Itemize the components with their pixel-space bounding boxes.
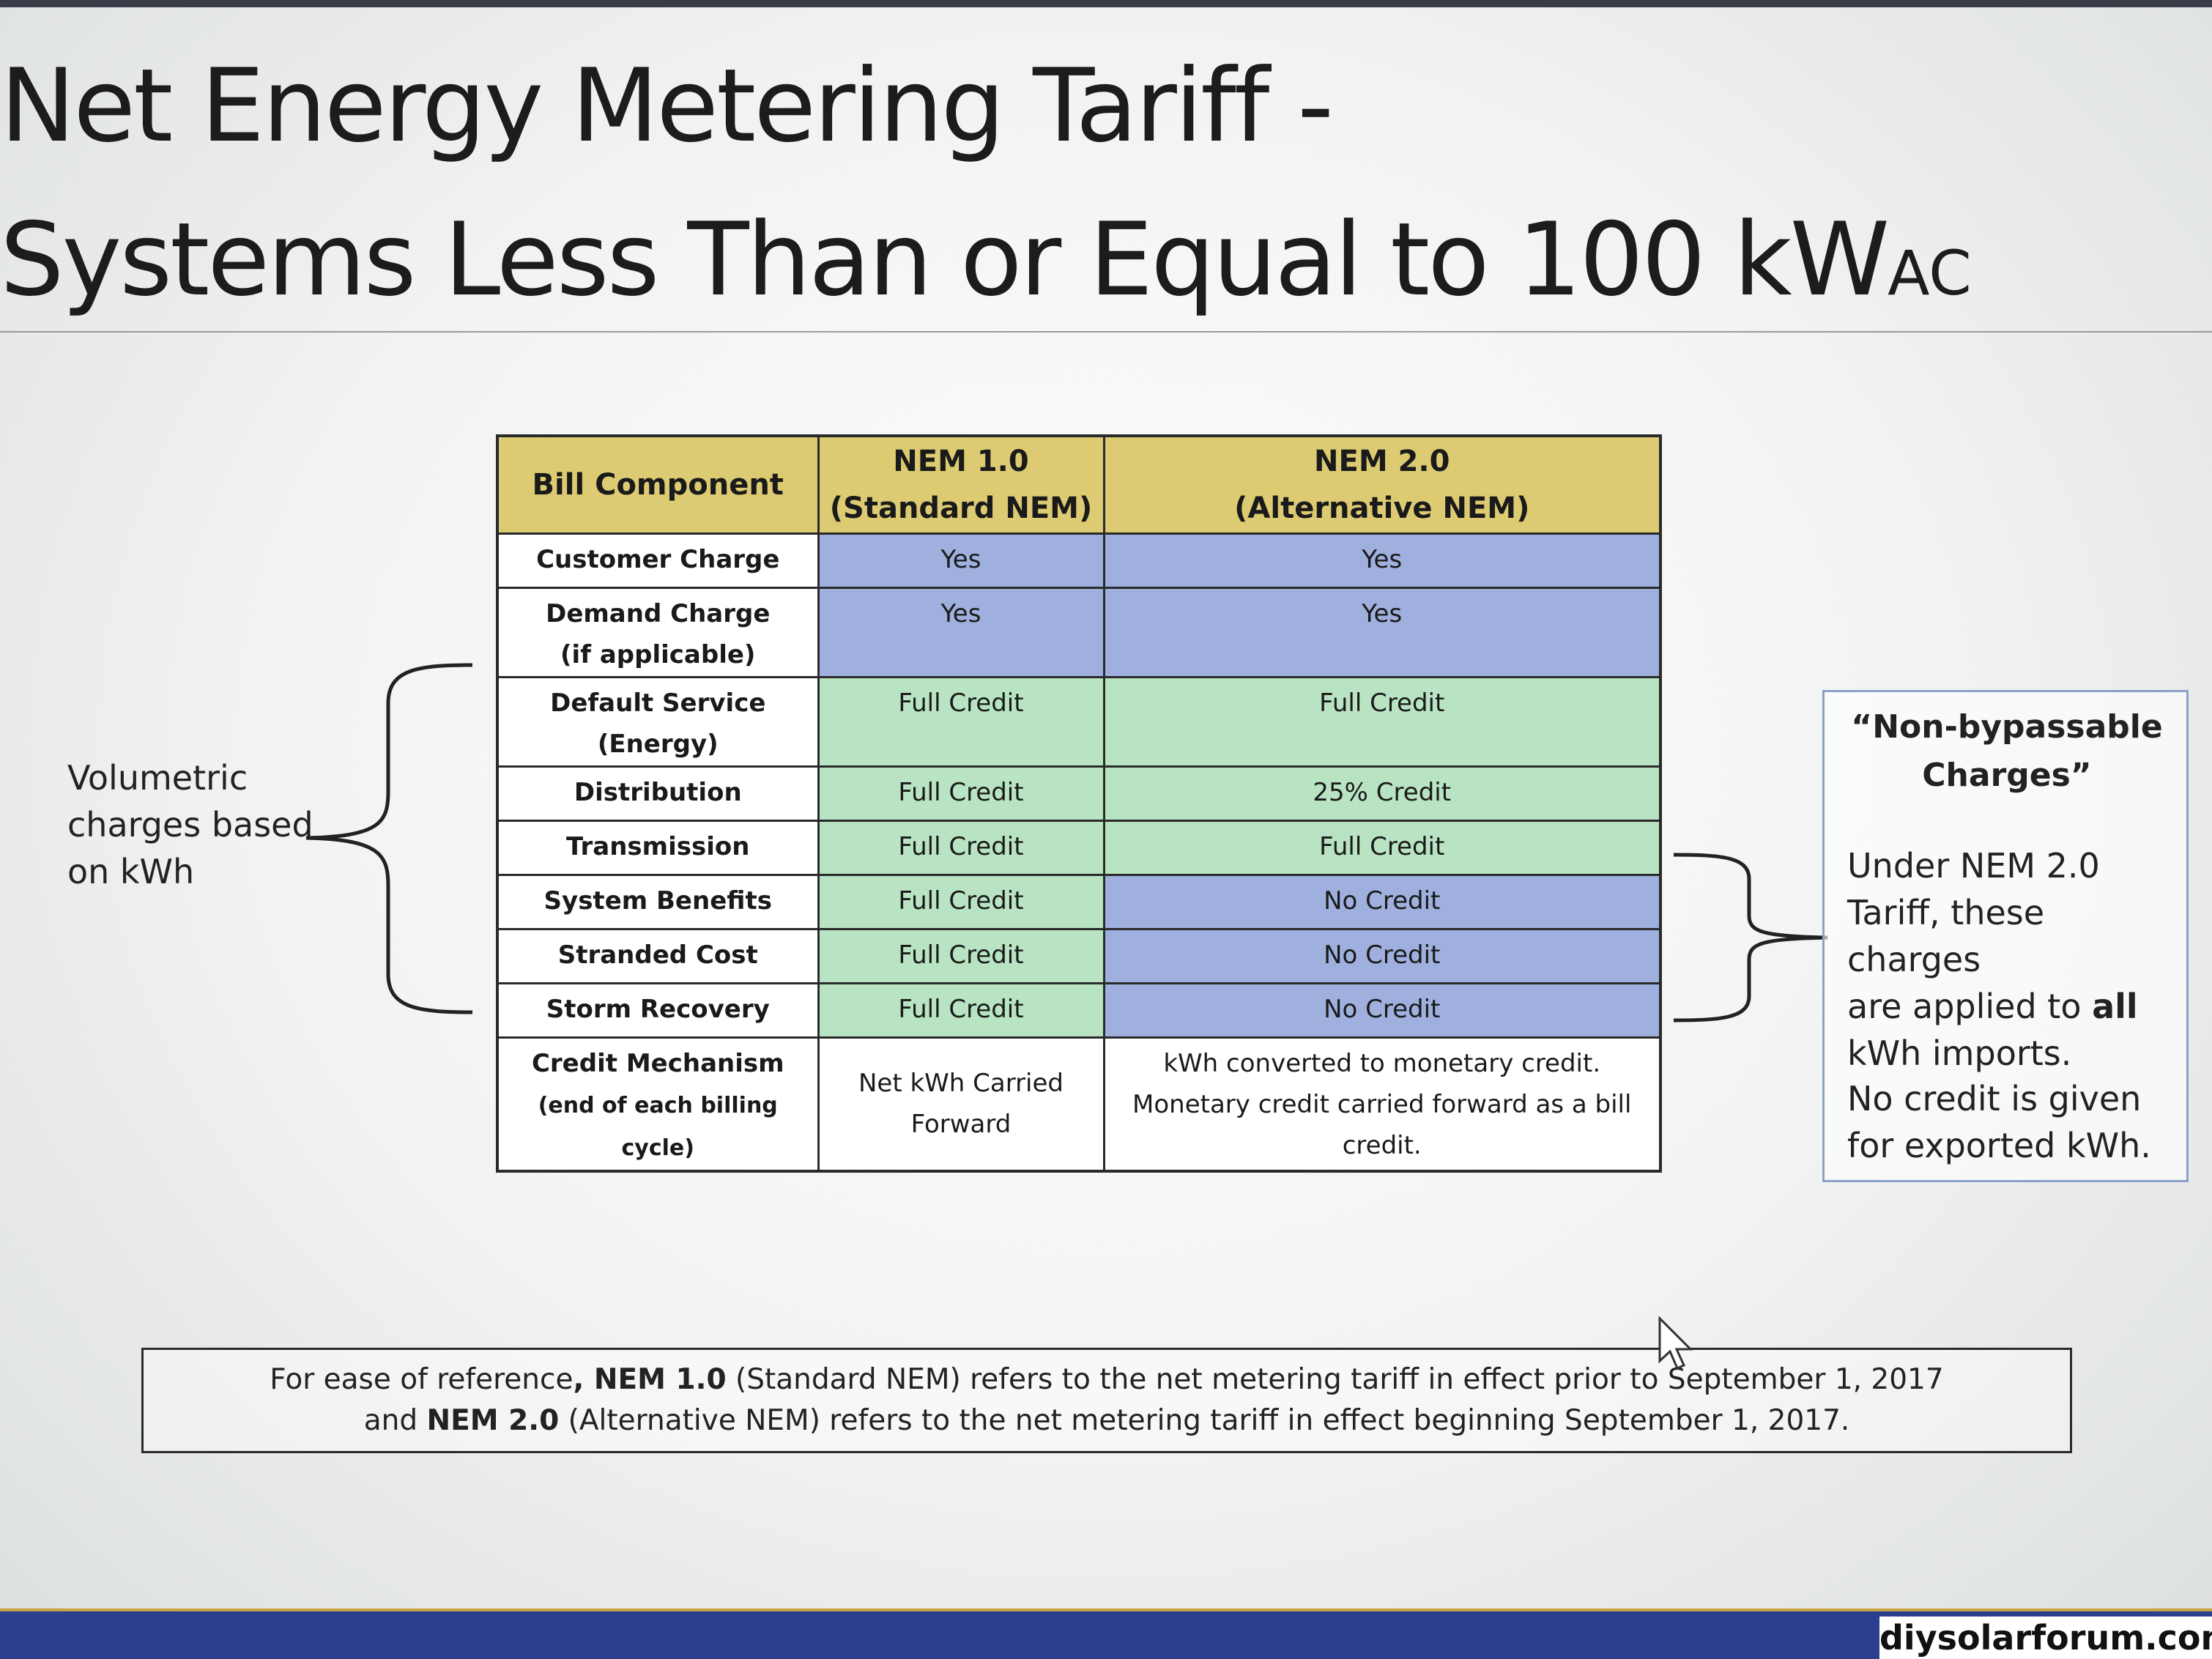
row-nem2-value: No Credit	[1102, 928, 1662, 984]
row-component: Customer Charge	[496, 532, 820, 589]
explanation-line-2: Tariff, these charges	[1847, 893, 2045, 979]
row-nem2-value: No Credit	[1102, 982, 1662, 1039]
table-row: Demand Charge (if applicable) Yes Yes	[496, 587, 1662, 678]
row-component: Credit Mechanism (end of each billing cy…	[496, 1036, 820, 1173]
row-component-name: Default Service	[550, 689, 766, 718]
header-nem2-subtitle: (Alternative NEM)	[1234, 491, 1530, 525]
non-bypassable-explanation: Under NEM 2.0 Tariff, these charges are …	[1847, 842, 2184, 1077]
mouse-pointer-icon	[1658, 1315, 1693, 1370]
row-nem2-value: Full Credit	[1102, 676, 1662, 768]
nem-comparison-table: Bill Component NEM 1.0 (Standard NEM) NE…	[496, 434, 1662, 1173]
credit-nem1-line-2: Forward	[910, 1110, 1012, 1139]
row-component-name: Demand Charge	[546, 599, 771, 628]
row-nem2-value: Full Credit	[1102, 820, 1662, 876]
table-row: Storm Recovery Full Credit No Credit	[496, 982, 1662, 1039]
footnote-nem2: NEM 2.0	[426, 1404, 560, 1437]
row-nem1-value: Full Credit	[817, 874, 1105, 930]
row-component: Stranded Cost	[496, 928, 820, 984]
footnote-nem1: , NEM 1.0	[573, 1363, 727, 1396]
table-row: System Benefits Full Credit No Credit	[496, 874, 1662, 930]
row-component: System Benefits	[496, 874, 820, 930]
row-nem2-value: 25% Credit	[1102, 765, 1662, 822]
export-line-1: No credit is given	[1847, 1079, 2142, 1118]
table-row: Customer Charge Yes Yes	[496, 532, 1662, 589]
left-curly-brace	[305, 663, 473, 1014]
title-subscript: AC	[1888, 237, 1972, 309]
row-nem1-value: Yes	[817, 532, 1105, 589]
non-bypassable-box	[1822, 690, 2189, 1182]
credit-nem2-line-3: credit.	[1342, 1131, 1422, 1160]
table-row: Distribution Full Credit 25% Credit	[496, 765, 1662, 822]
row-component-note: (if applicable)	[560, 640, 756, 669]
row-nem2-value: Yes	[1102, 532, 1662, 589]
header-nem1: NEM 1.0 (Standard NEM)	[817, 434, 1105, 535]
row-nem2-value: No Credit	[1102, 874, 1662, 930]
footnote-text: and	[363, 1404, 427, 1437]
row-component-name: Credit Mechanism	[531, 1049, 784, 1078]
volumetric-line-2: charges based	[67, 805, 313, 845]
row-component: Distribution	[496, 765, 820, 822]
header-bill-component: Bill Component	[496, 434, 820, 535]
credit-nem2-line-1: kWh converted to monetary credit.	[1163, 1049, 1601, 1078]
row-nem1-value: Full Credit	[817, 820, 1105, 876]
volumetric-line-3: on kWh	[67, 852, 195, 891]
reference-footnote-box	[141, 1348, 2072, 1453]
volumetric-charges-label: Volumetric charges based on kWh	[67, 754, 331, 895]
table-row: Transmission Full Credit Full Credit	[496, 820, 1662, 876]
export-line-2: for exported kWh.	[1847, 1126, 2151, 1165]
non-bypassable-heading: “Non-bypassable Charges”	[1838, 703, 2175, 800]
right-curly-brace	[1673, 853, 1828, 1023]
row-nem1-value: Full Credit	[817, 982, 1105, 1039]
title-divider	[0, 331, 2212, 333]
footnote-text: (Alternative NEM) refers to the net mete…	[559, 1404, 1850, 1437]
header-nem1-subtitle: (Standard NEM)	[829, 491, 1093, 525]
title-line-1: Net Energy Metering Tariff -	[0, 47, 1334, 165]
row-component-note: (Energy)	[597, 730, 719, 759]
footnote-line-1: For ease of reference, NEM 1.0 (Standard…	[141, 1359, 2072, 1400]
row-component-note: (end of each billing cycle)	[538, 1093, 778, 1161]
table-header-row: Bill Component NEM 1.0 (Standard NEM) NE…	[496, 434, 1662, 535]
table-row: Default Service (Energy) Full Credit Ful…	[496, 676, 1662, 768]
row-nem1-value: Full Credit	[817, 765, 1105, 822]
row-component: Demand Charge (if applicable)	[496, 587, 820, 678]
title-line-2: Systems Less Than or Equal to 100 kW	[0, 201, 1890, 319]
explanation-line-3: are applied to	[1847, 987, 2093, 1026]
explanation-line-1: Under NEM 2.0	[1847, 846, 2100, 886]
row-nem2-value: Yes	[1102, 587, 1662, 678]
header-nem1-title: NEM 1.0	[893, 445, 1029, 478]
row-component: Default Service (Energy)	[496, 676, 820, 768]
top-bar	[0, 0, 2212, 7]
explanation-emphasis: all	[2092, 987, 2138, 1026]
non-bypassable-heading-2: Charges”	[1922, 757, 2092, 794]
row-nem1-value: Yes	[817, 587, 1105, 678]
volumetric-line-1: Volumetric	[67, 758, 248, 798]
header-nem2: NEM 2.0 (Alternative NEM)	[1102, 434, 1662, 535]
footnote-line-2: and NEM 2.0 (Alternative NEM) refers to …	[141, 1400, 2072, 1441]
row-component: Transmission	[496, 820, 820, 876]
non-bypassable-heading-1: “Non-bypassable	[1851, 708, 2163, 746]
footer-bar	[0, 1611, 2212, 1659]
footnote-text: (Standard NEM) refers to the net meterin…	[726, 1363, 1944, 1396]
credit-nem2-line-2: Monetary credit carried forward as a bil…	[1132, 1090, 1632, 1119]
no-export-credit-note: No credit is given for exported kWh.	[1847, 1075, 2184, 1169]
row-component: Storm Recovery	[496, 982, 820, 1039]
footnote-text: For ease of reference	[270, 1363, 574, 1396]
row-nem1-value: Full Credit	[817, 928, 1105, 984]
credit-nem1-line-1: Net kWh Carried	[858, 1069, 1064, 1098]
credit-nem2-value: kWh converted to monetary credit. Moneta…	[1102, 1036, 1662, 1173]
explanation-line-4: kWh imports.	[1847, 1033, 2072, 1073]
slide-title: Net Energy Metering Tariff - Systems Les…	[0, 29, 2124, 350]
header-nem2-title: NEM 2.0	[1314, 445, 1450, 478]
credit-nem1-value: Net kWh Carried Forward	[817, 1036, 1105, 1173]
site-watermark: diysolarforum.com	[1879, 1617, 2212, 1659]
credit-mechanism-row: Credit Mechanism (end of each billing cy…	[496, 1036, 1662, 1173]
row-nem1-value: Full Credit	[817, 676, 1105, 768]
table-row: Stranded Cost Full Credit No Credit	[496, 928, 1662, 984]
